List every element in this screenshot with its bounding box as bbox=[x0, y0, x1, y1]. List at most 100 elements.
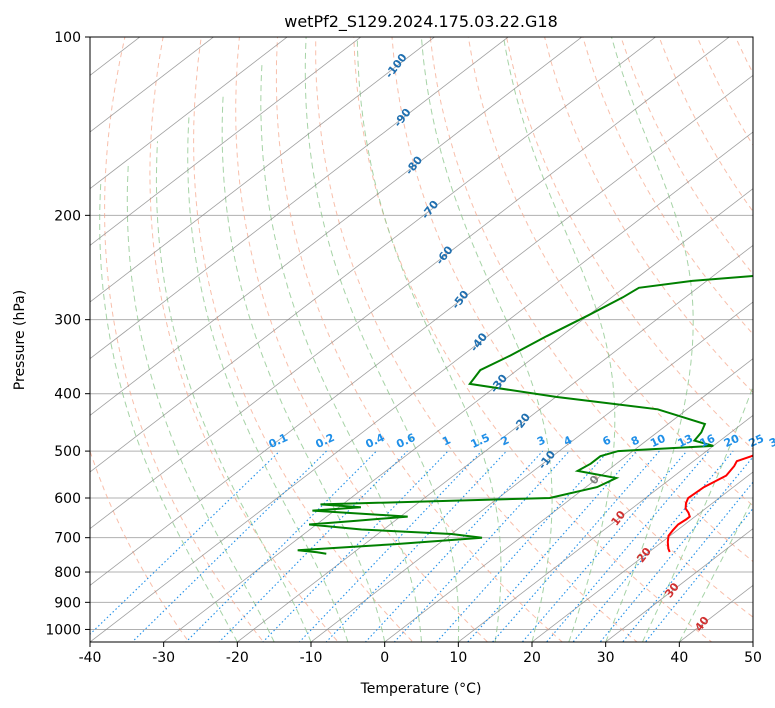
dry-adiabat bbox=[544, 37, 753, 394]
isotherm-line bbox=[752, 641, 753, 642]
mixing-ratio-label: 10 bbox=[648, 432, 668, 450]
y-tick-label: 400 bbox=[54, 387, 81, 403]
mixing-ratio-line bbox=[298, 450, 483, 642]
isotherm-line bbox=[90, 37, 509, 360]
dry-adiabat bbox=[193, 37, 414, 642]
y-tick-label: 600 bbox=[54, 491, 81, 507]
moist-adiabat bbox=[99, 180, 238, 642]
mixing-ratio-line bbox=[185, 450, 377, 642]
isotherm-line bbox=[90, 37, 657, 473]
isotherm-line bbox=[90, 37, 583, 416]
y-tick-label: 800 bbox=[54, 565, 81, 581]
profile-lines bbox=[297, 274, 753, 555]
mixing-ratio-label: 30 bbox=[767, 432, 775, 450]
y-tick-label: 1000 bbox=[45, 622, 81, 638]
dry-adiabat bbox=[353, 37, 713, 642]
y-tick-label: 900 bbox=[54, 595, 81, 611]
isotherm-line bbox=[236, 244, 753, 642]
mixing-ratio-line bbox=[262, 450, 449, 642]
y-tick-label: 700 bbox=[54, 531, 81, 547]
x-tick-label: 40 bbox=[670, 650, 688, 666]
mixing-ratio-label: 13 bbox=[676, 432, 695, 450]
moist-adiabat bbox=[503, 37, 616, 642]
mixing-ratio-label: 16 bbox=[698, 432, 718, 450]
x-tick-label: -10 bbox=[300, 650, 323, 666]
isotherm-label: -50 bbox=[449, 288, 472, 312]
mixing-ratio-line bbox=[131, 450, 327, 642]
dry-adiabat bbox=[104, 37, 265, 642]
isotherm-line bbox=[457, 414, 753, 642]
mixing-ratio-label: 0.2 bbox=[313, 431, 336, 451]
x-tick-label: 20 bbox=[523, 650, 541, 666]
x-tick-label: 0 bbox=[380, 650, 389, 666]
isotherm-line bbox=[163, 188, 753, 642]
dry-adiabat bbox=[235, 37, 489, 642]
mixing-ratio-label: 0.4 bbox=[363, 431, 386, 451]
mixing-ratio-label: 1.5 bbox=[469, 431, 492, 451]
dewpoint-profile-line bbox=[297, 274, 753, 555]
isotherm-line bbox=[605, 528, 753, 642]
isotherm-label: -90 bbox=[391, 106, 414, 130]
isotherm-line bbox=[90, 37, 288, 190]
isotherm-label: 40 bbox=[692, 614, 712, 634]
dry-adiabat bbox=[467, 37, 753, 507]
x-tick-label: 30 bbox=[597, 650, 615, 666]
moist-adiabat bbox=[260, 61, 422, 642]
x-tick-label: -30 bbox=[152, 650, 175, 666]
y-tick-label: 100 bbox=[54, 30, 81, 46]
mixing-ratio-line bbox=[572, 450, 734, 642]
x-tick-label: 50 bbox=[744, 650, 762, 666]
dry-adiabat bbox=[275, 37, 564, 642]
mixing-ratio-label: 2 bbox=[499, 433, 511, 448]
dry-adiabat bbox=[658, 37, 753, 213]
isotherm-line bbox=[90, 37, 215, 133]
chart-title: wetPf2_S129.2024.175.03.22.G18 bbox=[284, 12, 558, 32]
temperature-profile-line bbox=[666, 454, 753, 553]
isotherm-label: -100 bbox=[383, 51, 410, 81]
mixing-ratio-label: 20 bbox=[722, 432, 742, 450]
dry-adiabat bbox=[696, 37, 753, 147]
y-tick-label: 300 bbox=[54, 313, 81, 329]
dry-adiabat bbox=[429, 37, 753, 563]
mixing-ratio-line bbox=[364, 450, 544, 642]
isotherm-line bbox=[384, 358, 753, 642]
x-axis-title: Temperature (°C) bbox=[360, 681, 482, 697]
x-axis: -40 -30 -20 -10 0 10 20 30 40 50 bbox=[79, 642, 762, 666]
isotherm-line bbox=[90, 37, 436, 303]
isotherm-line bbox=[90, 74, 753, 586]
isotherm-line bbox=[90, 131, 753, 642]
y-axis-title: Pressure (hPa) bbox=[12, 290, 28, 390]
isotherm-line bbox=[310, 301, 753, 642]
isotherm-label: -60 bbox=[433, 243, 456, 267]
isotherm-line bbox=[90, 37, 362, 246]
dry-adiabat bbox=[582, 37, 753, 335]
isotherm-line bbox=[531, 471, 753, 642]
isotherm-label: 30 bbox=[662, 580, 682, 600]
moist-adiabat bbox=[187, 114, 349, 642]
moist-adiabat bbox=[126, 165, 275, 642]
isotherm-label: -30 bbox=[488, 371, 511, 395]
moist-adiabat bbox=[356, 37, 502, 642]
mixing-ratio-line bbox=[521, 450, 688, 642]
mixing-ratio-label: 3 bbox=[535, 433, 547, 448]
moist-adiabat bbox=[642, 384, 753, 642]
mixing-ratio-label: 1 bbox=[440, 433, 452, 448]
isotherm-label: -70 bbox=[419, 198, 442, 222]
plot-frame bbox=[89, 36, 754, 643]
moist-adiabat bbox=[221, 94, 386, 642]
x-tick-label: -20 bbox=[226, 650, 249, 666]
mixing-ratio-line bbox=[218, 450, 408, 642]
isotherm-label: -20 bbox=[511, 410, 534, 434]
mixing-ratio-label: 25 bbox=[747, 432, 766, 450]
mixing-ratio-line bbox=[393, 450, 570, 642]
y-tick-label: 500 bbox=[54, 444, 81, 460]
moist-adiabat bbox=[420, 37, 553, 642]
mixing-ratio-line bbox=[435, 450, 609, 642]
mixing-ratio-line bbox=[491, 450, 660, 642]
isotherm-label: -40 bbox=[468, 330, 491, 354]
isotherm-label: 10 bbox=[609, 508, 629, 528]
isotherm-label: -80 bbox=[403, 153, 426, 177]
mixing-ratio-label: 0.6 bbox=[394, 431, 417, 451]
y-tick-label: 200 bbox=[54, 208, 81, 224]
background-lines bbox=[90, 37, 753, 642]
